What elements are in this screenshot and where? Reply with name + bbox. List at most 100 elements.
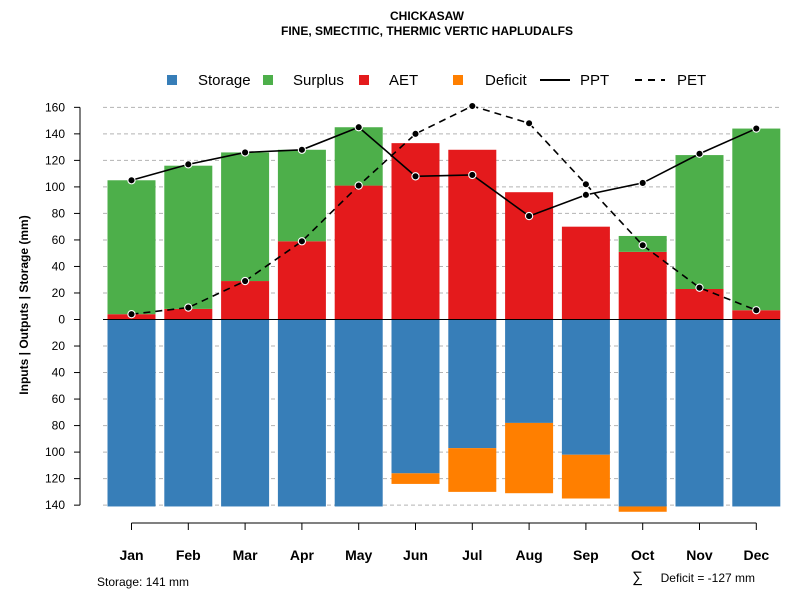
bar-storage-aug (505, 319, 554, 423)
bar-aet-dec (732, 310, 781, 320)
bar-deficit-aug (505, 422, 554, 494)
bar-storage-jan (107, 319, 156, 507)
pet-point (184, 303, 193, 312)
y-tick-label: 60 (52, 392, 66, 406)
y-tick-label: 40 (52, 259, 66, 273)
ppt-point (581, 190, 591, 200)
x-tick-label-may: May (345, 547, 372, 563)
sum-symbol: ∑ (632, 569, 643, 586)
bar-surplus-dec (732, 128, 781, 311)
x-tick-label-mar: Mar (233, 547, 258, 563)
ppt-point (695, 149, 704, 158)
bar-aet-feb (164, 308, 213, 320)
x-tick-label-dec: Dec (743, 547, 769, 563)
bar-aet-sep (561, 226, 610, 320)
legend-label-storage: Storage (198, 72, 251, 89)
x-tick-label-nov: Nov (686, 547, 713, 563)
y-tick-label: 40 (52, 366, 66, 380)
pet-point (468, 101, 477, 111)
pet-point (752, 306, 761, 315)
ppt-point (752, 124, 761, 133)
ppt-line (131, 126, 757, 217)
y-tick-label: 100 (45, 180, 65, 194)
x-tick-label-apr: Apr (290, 547, 315, 563)
bar-surplus-feb (164, 165, 213, 309)
bars (107, 127, 781, 512)
bar-deficit-oct (618, 506, 667, 512)
bar-aet-may (334, 185, 383, 320)
series-lines (127, 101, 761, 319)
y-tick-label: 140 (45, 498, 65, 512)
y-tick-label: 20 (52, 286, 66, 300)
bar-storage-nov (675, 319, 724, 507)
bar-deficit-jun (391, 473, 440, 484)
ppt-point (184, 160, 193, 169)
deficit-footer: Deficit = -127 mm (661, 571, 755, 585)
x-tick-label-feb: Feb (176, 547, 201, 563)
legend-swatch-storage (167, 75, 177, 85)
gridlines (103, 106, 780, 506)
chart-title: CHICKASAW (390, 9, 465, 23)
bar-storage-oct (618, 319, 667, 507)
legend-swatch-aet (359, 75, 369, 85)
legend-label-aet: AET (389, 72, 418, 89)
ppt-point (354, 123, 363, 132)
pet-point (524, 119, 534, 128)
storage-footer: Storage: 141 mm (97, 575, 189, 589)
x-tick-label-oct: Oct (631, 547, 655, 563)
pet-line (131, 105, 757, 315)
legend: Storage Surplus AET Deficit PPT PET (167, 72, 706, 89)
bar-surplus-nov (675, 155, 724, 290)
ppt-point (638, 178, 647, 188)
ppt-point (240, 148, 250, 157)
pet-point (581, 180, 591, 189)
ppt-point (297, 145, 307, 154)
pet-point (695, 283, 704, 292)
pet-point (638, 241, 647, 250)
bar-storage-may (334, 319, 383, 507)
x-tick-label-jul: Jul (462, 547, 482, 563)
bar-storage-sep (561, 319, 610, 455)
ppt-point (411, 172, 420, 181)
x-tick-label-jun: Jun (403, 547, 428, 563)
legend-label-ppt: PPT (580, 72, 609, 89)
legend-swatch-surplus (263, 75, 273, 85)
bar-surplus-apr (277, 149, 326, 242)
legend-swatch-deficit (453, 75, 463, 85)
chart-subtitle: FINE, SMECTITIC, THERMIC VERTIC HAPLUDAL… (281, 24, 573, 38)
axes: 160 140 120 100 80 60 40 20 0 20 40 60 80 100 120 140 Ja… (45, 100, 769, 563)
y-tick-label: 80 (52, 206, 66, 220)
pet-point (127, 310, 136, 319)
legend-label-deficit: Deficit (485, 72, 528, 89)
y-tick-label: 120 (45, 153, 65, 167)
pet-point (297, 237, 307, 246)
y-tick-label: 20 (52, 339, 66, 353)
y-tick-label: 140 (45, 127, 65, 141)
x-tick-label-aug: Aug (515, 547, 542, 563)
bar-storage-jul (448, 319, 497, 449)
bar-storage-dec (732, 319, 781, 507)
y-axis-label: Inputs | Outputs | Storage (mm) (17, 215, 31, 394)
bar-surplus-mar (221, 152, 270, 282)
bar-surplus-jan (107, 180, 156, 315)
y-tick-label: 100 (45, 445, 65, 459)
x-tick-label-jan: Jan (119, 547, 143, 563)
ppt-point (524, 211, 534, 221)
legend-label-surplus: Surplus (293, 72, 344, 89)
bar-aet-jun (391, 143, 440, 320)
legend-label-pet: PET (677, 72, 706, 89)
y-tick-label: 60 (52, 233, 66, 247)
bar-deficit-jul (448, 448, 497, 492)
y-tick-label: 80 (52, 419, 66, 433)
bar-aet-oct (618, 251, 667, 320)
y-tick-label: 160 (45, 100, 65, 114)
pet-point (411, 129, 420, 139)
bar-storage-apr (277, 319, 326, 507)
ppt-point (127, 176, 136, 185)
bar-storage-feb (164, 319, 213, 507)
x-tick-label-sep: Sep (573, 547, 599, 563)
bar-storage-mar (221, 319, 270, 507)
bar-storage-jun (391, 319, 440, 474)
bar-deficit-sep (561, 454, 610, 499)
